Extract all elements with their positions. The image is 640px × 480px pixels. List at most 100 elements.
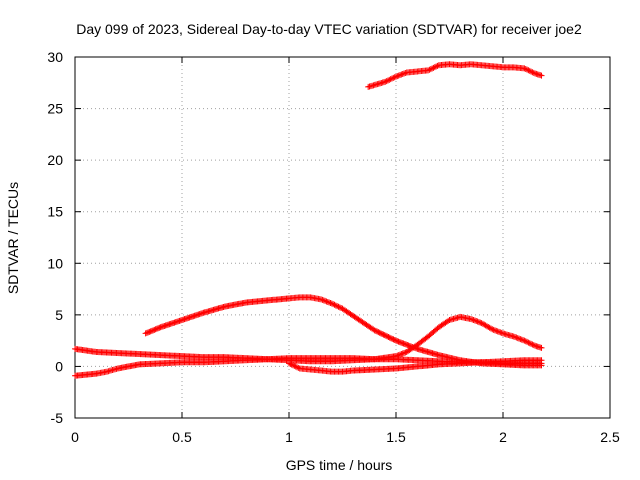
- data-point: [431, 64, 438, 71]
- data-point: [330, 301, 337, 308]
- data-point: [390, 74, 397, 81]
- data-point: [322, 297, 329, 304]
- data-point: [529, 341, 536, 348]
- data-series: [72, 61, 545, 379]
- data-point: [528, 68, 535, 75]
- y-tick-label: -5: [51, 410, 64, 426]
- data-point: [467, 315, 474, 322]
- data-point: [530, 342, 537, 349]
- data-point: [521, 337, 528, 344]
- x-axis-label: GPS time / hours: [286, 457, 393, 473]
- data-point: [332, 302, 339, 309]
- data-point: [401, 350, 408, 357]
- data-point: [386, 76, 393, 83]
- data-point: [521, 65, 528, 72]
- data-point: [429, 65, 436, 72]
- data-point: [433, 63, 440, 70]
- data-point: [518, 336, 525, 343]
- data-point: [538, 72, 545, 79]
- data-point: [493, 327, 500, 334]
- data-point: [426, 66, 433, 73]
- y-tick-label: 25: [47, 101, 63, 117]
- data-point: [425, 67, 432, 74]
- data-point: [402, 69, 409, 76]
- data-point: [372, 327, 379, 334]
- data-point: [524, 338, 531, 345]
- data-point: [524, 66, 531, 73]
- data-point: [320, 297, 327, 304]
- data-point: [487, 325, 494, 332]
- data-point: [156, 324, 163, 331]
- data-point: [475, 319, 482, 326]
- data-point: [324, 298, 331, 305]
- data-point: [291, 362, 298, 369]
- data-point: [517, 336, 524, 343]
- chart-title: Day 099 of 2023, Sidereal Day-to-day VTE…: [76, 21, 582, 37]
- series: [286, 357, 545, 375]
- data-point: [498, 329, 505, 336]
- y-tick-label: 20: [47, 152, 63, 168]
- data-point: [295, 364, 302, 371]
- data-point: [525, 339, 532, 346]
- data-point: [473, 318, 480, 325]
- data-point: [510, 333, 517, 340]
- data-point: [397, 72, 404, 79]
- data-point: [382, 332, 389, 339]
- data-point: [336, 304, 343, 311]
- data-point: [290, 362, 297, 369]
- data-point: [491, 327, 498, 334]
- data-point: [514, 335, 521, 342]
- data-point: [520, 337, 527, 344]
- data-point: [387, 76, 394, 83]
- data-point: [327, 299, 334, 306]
- plot-frame: [74, 56, 611, 419]
- x-tick-label: 1.5: [386, 429, 406, 445]
- data-point: [384, 333, 391, 340]
- data-point: [391, 74, 398, 81]
- data-point: [386, 334, 393, 341]
- data-point: [522, 65, 529, 72]
- data-point: [292, 363, 299, 370]
- x-tick-label: 2.5: [600, 429, 620, 445]
- data-point: [390, 336, 397, 343]
- data-point: [513, 334, 520, 341]
- data-point: [335, 303, 342, 310]
- data-point: [522, 338, 529, 345]
- data-point: [430, 64, 437, 71]
- data-point: [328, 300, 335, 307]
- data-point: [318, 296, 325, 303]
- data-point: [530, 69, 537, 76]
- data-point: [494, 328, 501, 335]
- x-tick-label: 1: [285, 429, 293, 445]
- data-point: [474, 318, 481, 325]
- y-tick-label: 0: [55, 358, 63, 374]
- data-point: [399, 350, 406, 357]
- data-point: [382, 78, 389, 85]
- data-point: [389, 335, 396, 342]
- data-point: [384, 77, 391, 84]
- data-point: [401, 70, 408, 77]
- data-point: [489, 326, 496, 333]
- data-point: [391, 337, 398, 344]
- data-point: [516, 335, 523, 342]
- data-point: [371, 327, 378, 334]
- data-point: [398, 71, 405, 78]
- data-point: [528, 340, 535, 347]
- data-point: [326, 299, 333, 306]
- data-point: [377, 330, 384, 337]
- data-point: [471, 317, 478, 324]
- data-point: [495, 328, 502, 335]
- data-point: [497, 329, 504, 336]
- data-point: [287, 360, 294, 367]
- x-tick-label: 2: [499, 429, 507, 445]
- data-point: [434, 62, 441, 69]
- y-tick-label: 30: [47, 49, 63, 65]
- data-point: [385, 334, 392, 341]
- data-point: [334, 303, 341, 310]
- data-point: [387, 335, 394, 342]
- axis-ticks: -5 0 5 10 15 20 25 30 0 0.5 1 1.5 2 2.5: [47, 49, 620, 445]
- data-point: [376, 329, 383, 336]
- series: [365, 61, 545, 90]
- data-point: [490, 326, 497, 333]
